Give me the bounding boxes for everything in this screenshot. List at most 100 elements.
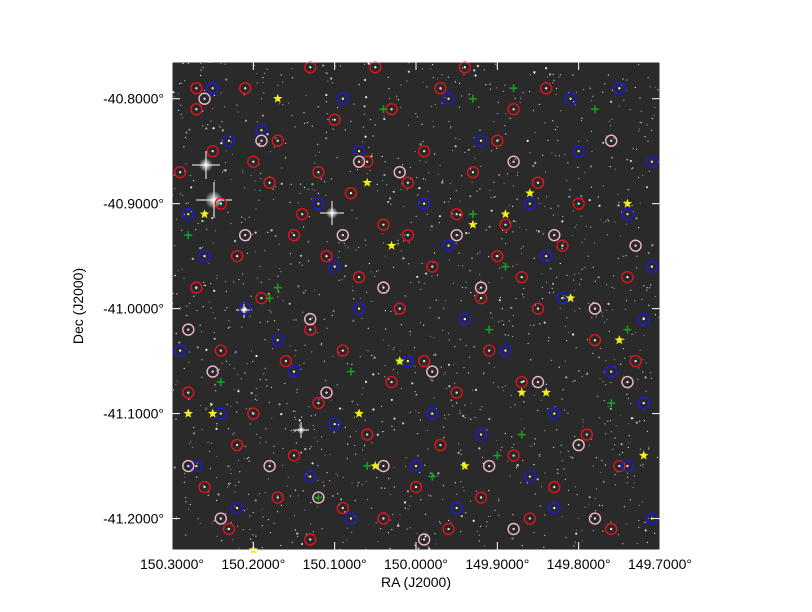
data-point	[230, 438, 244, 452]
data-point	[468, 94, 477, 103]
background-star	[527, 342, 529, 345]
background-star	[588, 199, 591, 202]
background-star	[397, 524, 400, 527]
background-star	[488, 362, 490, 364]
background-star	[473, 69, 476, 72]
background-star	[402, 257, 405, 260]
background-star	[276, 511, 279, 513]
background-star	[620, 363, 622, 365]
background-star	[395, 313, 397, 315]
background-star	[613, 287, 615, 290]
y-tick-label: -41.1000°	[103, 406, 164, 422]
background-star	[396, 95, 398, 97]
background-star	[584, 506, 586, 508]
background-star	[187, 62, 189, 65]
background-star	[444, 96, 446, 99]
point-source	[301, 213, 304, 216]
point-source	[382, 517, 385, 520]
data-point	[385, 375, 398, 389]
background-star	[346, 539, 348, 541]
point-source	[447, 97, 450, 100]
background-star	[598, 504, 601, 506]
background-star	[436, 78, 438, 80]
background-star	[388, 477, 390, 480]
background-star	[630, 289, 632, 291]
background-star	[488, 418, 491, 421]
background-star	[506, 173, 509, 175]
point-source	[431, 412, 434, 415]
background-star	[639, 448, 642, 450]
background-star	[622, 78, 624, 80]
background-star	[618, 105, 620, 107]
background-star	[215, 390, 217, 392]
data-point	[214, 344, 228, 357]
background-star	[325, 194, 327, 196]
background-star	[418, 281, 420, 283]
background-star	[183, 146, 185, 148]
background-star	[242, 528, 244, 531]
background-star	[233, 389, 235, 391]
background-star	[604, 423, 606, 425]
point-source	[366, 433, 369, 436]
point-source	[414, 485, 418, 489]
background-star	[277, 275, 279, 277]
point-source	[211, 87, 214, 90]
data-point	[238, 82, 252, 95]
background-star	[389, 197, 392, 200]
background-star	[594, 497, 597, 500]
background-star	[335, 473, 337, 475]
background-star	[420, 499, 422, 501]
background-star	[384, 161, 386, 163]
background-star	[399, 107, 402, 109]
background-star	[654, 86, 657, 88]
background-star	[230, 223, 232, 225]
background-star	[188, 508, 190, 510]
background-star	[641, 298, 643, 301]
point-source	[341, 349, 344, 352]
data-point	[623, 325, 632, 334]
point-source	[463, 66, 466, 69]
background-star	[533, 324, 535, 326]
background-star	[322, 64, 325, 67]
background-star	[578, 177, 580, 180]
background-star	[241, 326, 243, 328]
background-star	[443, 414, 445, 416]
background-star	[376, 433, 379, 436]
background-star	[260, 281, 262, 283]
background-star	[591, 99, 593, 102]
background-star	[610, 521, 612, 523]
background-star	[201, 359, 203, 361]
data-point	[629, 239, 642, 252]
background-star	[523, 296, 525, 298]
background-star	[452, 213, 454, 215]
background-star	[181, 229, 183, 231]
background-star	[628, 423, 630, 425]
background-star	[308, 476, 310, 478]
background-star	[552, 282, 555, 285]
data-point	[287, 228, 301, 242]
background-star	[516, 174, 519, 176]
point-source	[431, 265, 434, 268]
background-star	[645, 186, 649, 189]
background-star	[581, 241, 583, 243]
background-star	[236, 104, 238, 106]
background-star	[424, 535, 427, 538]
background-star	[588, 503, 590, 505]
background-star	[592, 352, 594, 354]
background-star	[363, 105, 366, 108]
point-source	[211, 370, 214, 373]
background-star	[449, 182, 451, 185]
data-point	[182, 386, 195, 399]
data-point	[379, 105, 388, 114]
background-star	[496, 147, 498, 149]
background-star	[205, 409, 207, 411]
background-star	[437, 472, 440, 475]
background-star	[627, 189, 629, 191]
background-star	[557, 205, 559, 207]
background-star	[523, 428, 525, 430]
background-star	[443, 437, 445, 439]
background-star	[363, 113, 365, 115]
background-star	[533, 71, 536, 74]
background-star	[443, 374, 445, 376]
background-star	[448, 385, 451, 388]
